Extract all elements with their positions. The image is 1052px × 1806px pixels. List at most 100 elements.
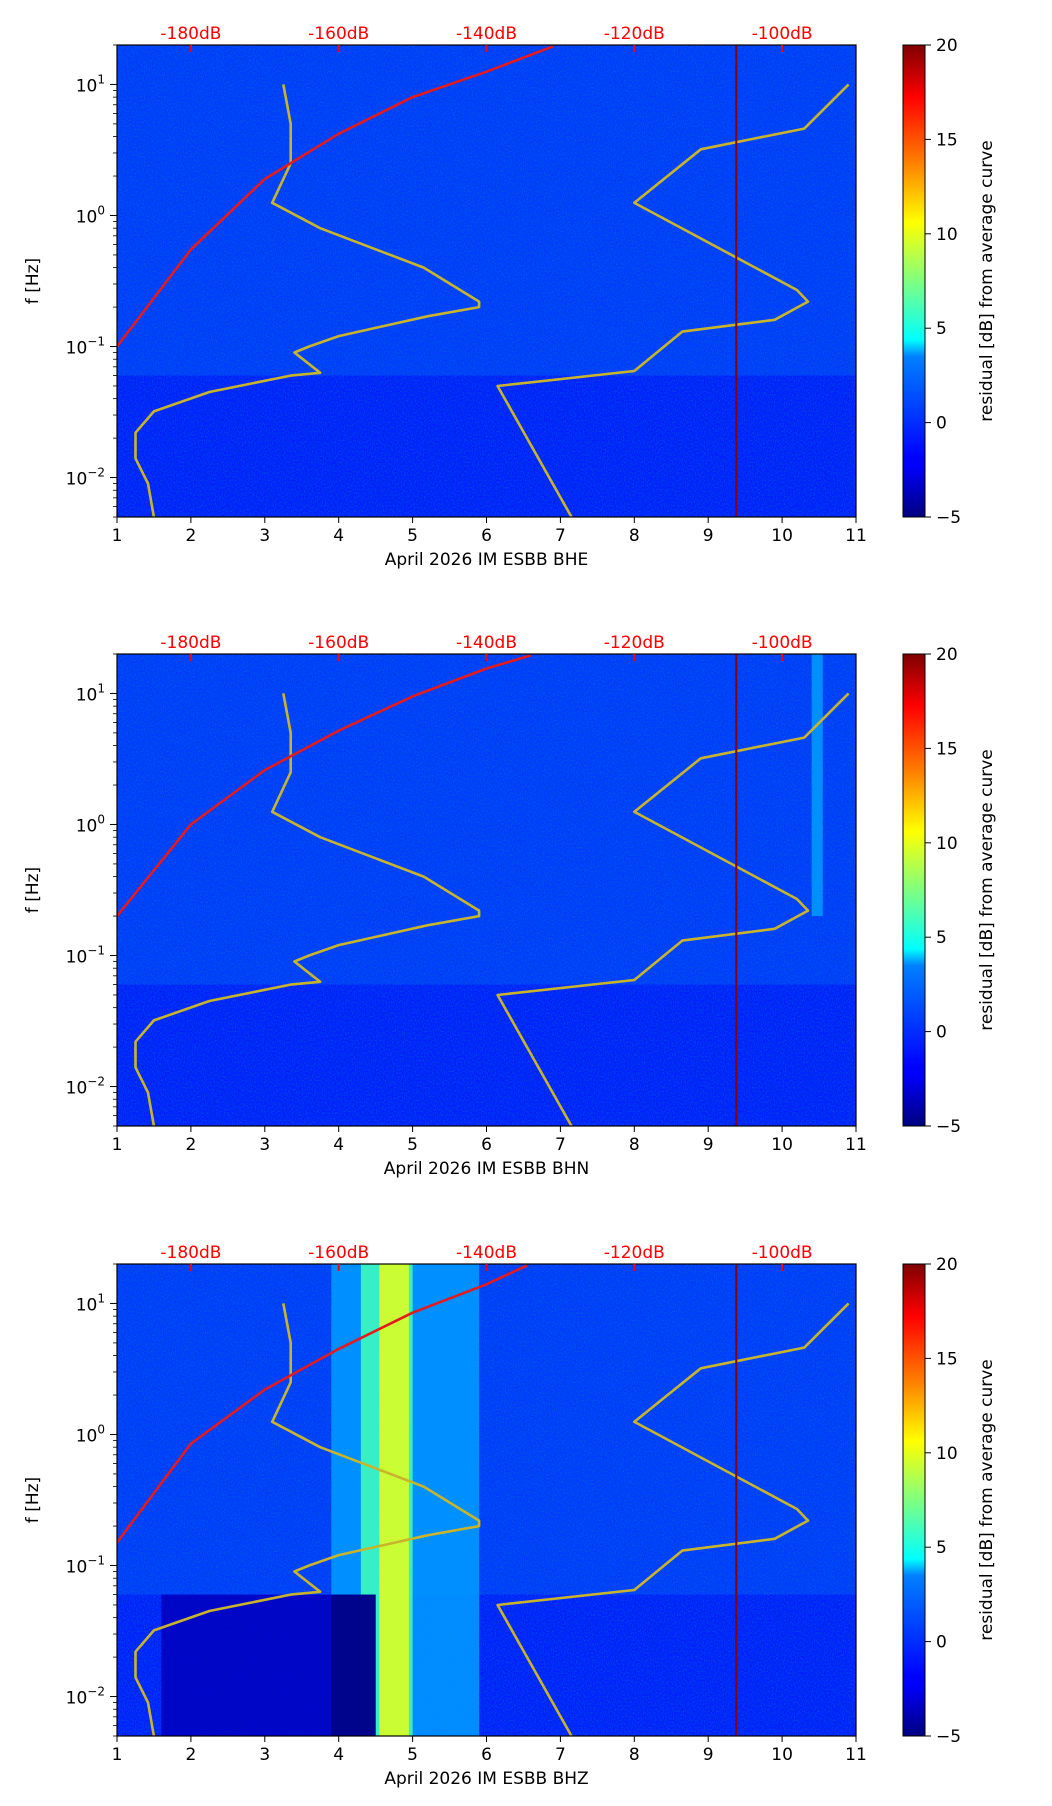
x-tick-label: 9 <box>703 1135 714 1155</box>
anomaly-band-2 <box>379 1264 409 1736</box>
x-tick-label: 7 <box>555 1745 566 1765</box>
colorbar-tick-label: 15 <box>936 130 958 150</box>
y-tick-label: 10−2 <box>66 1075 105 1099</box>
x-tick-label: 10 <box>771 1135 793 1155</box>
x-tick-label: 4 <box>333 526 344 546</box>
y-tick-label: 100 <box>76 203 105 227</box>
red-reference-curve <box>117 654 532 917</box>
colorbar-gradient <box>903 1264 925 1736</box>
y-tick-base: 10 <box>76 816 98 836</box>
x-tick-label: 9 <box>703 526 714 546</box>
y-tick-exponent: −1 <box>87 944 105 958</box>
y-tick-exponent: 0 <box>97 1422 105 1436</box>
y-tick-exponent: −2 <box>87 1685 105 1699</box>
y-axis-label: f [Hz] <box>23 1477 43 1523</box>
anomaly-band-0 <box>811 654 823 917</box>
top-axis-label: -180dB <box>160 24 221 44</box>
top-axis-label: -120dB <box>604 24 665 44</box>
colorbar-tick-label: 20 <box>936 1255 958 1275</box>
colorbar-tick-label: 15 <box>936 1349 958 1369</box>
y-tick-exponent: 1 <box>97 1291 105 1305</box>
colorbar-tick-label: −5 <box>936 1727 961 1747</box>
noise-low-model-line <box>134 693 481 1126</box>
colorbar-tick-label: 0 <box>936 1633 947 1653</box>
y-tick-label: 100 <box>76 812 105 836</box>
x-tick-label: 5 <box>407 1135 418 1155</box>
spectrogram-texture <box>117 45 856 517</box>
colorbar-label: residual [dB] from average curve <box>977 140 997 421</box>
y-tick-label: 10−1 <box>66 1554 105 1578</box>
x-tick-label: 10 <box>771 1745 793 1765</box>
x-tick-label: 9 <box>703 1745 714 1765</box>
x-tick-label: 7 <box>555 1135 566 1155</box>
y-tick-label: 101 <box>76 1291 105 1315</box>
y-tick-label: 10−2 <box>66 466 105 490</box>
x-tick-label: 2 <box>185 1745 196 1765</box>
red-reference-curve <box>117 1264 528 1544</box>
colorbar-tick-label: 10 <box>936 1444 958 1464</box>
x-tick-label: 8 <box>629 1745 640 1765</box>
top-axis-label: -120dB <box>604 633 665 653</box>
top-axis-label: -140dB <box>456 1243 517 1263</box>
y-tick-exponent: −2 <box>87 1075 105 1089</box>
top-axis-label: -140dB <box>456 24 517 44</box>
y-tick-base: 10 <box>66 1689 88 1709</box>
top-axis-label: -160dB <box>308 24 369 44</box>
colorbar-tick-label: 0 <box>936 414 947 434</box>
top-axis-label: -100dB <box>752 24 813 44</box>
plot-area <box>117 45 856 517</box>
x-tick-label: 6 <box>481 1135 492 1155</box>
noise-low-model-line <box>134 1303 481 1736</box>
y-tick-base: 10 <box>76 1426 98 1446</box>
colorbar-gradient <box>903 45 925 517</box>
x-tick-label: 6 <box>481 526 492 546</box>
red-reference-curve <box>117 45 554 348</box>
x-tick-label: 2 <box>185 1135 196 1155</box>
x-tick-label: 3 <box>259 526 270 546</box>
y-tick-base: 10 <box>76 207 98 227</box>
colorbar-tick-label: 20 <box>936 36 958 56</box>
x-tick-label: 5 <box>407 1745 418 1765</box>
anomaly-band-4 <box>331 1594 376 1736</box>
x-tick-label: 6 <box>481 1745 492 1765</box>
colorbar-label: residual [dB] from average curve <box>977 1359 997 1640</box>
x-tick-label: 1 <box>112 1135 123 1155</box>
x-tick-label: 8 <box>629 1135 640 1155</box>
colorbar-tick-label: 10 <box>936 225 958 245</box>
y-tick-base: 10 <box>66 1079 88 1099</box>
x-tick-label: 11 <box>845 1745 867 1765</box>
colorbar-tick-label: 20 <box>936 645 958 665</box>
y-tick-base: 10 <box>76 76 98 96</box>
x-tick-label: 5 <box>407 526 418 546</box>
y-tick-exponent: −1 <box>87 1554 105 1568</box>
colorbar-tick-label: 10 <box>936 834 958 854</box>
x-tick-label: 11 <box>845 526 867 546</box>
colorbar-gradient <box>903 654 925 1126</box>
colorbar-tick-label: 5 <box>936 928 947 948</box>
colorbar-tick-label: −5 <box>936 508 961 528</box>
x-tick-label: 10 <box>771 526 793 546</box>
colorbar-frame <box>902 1263 926 1737</box>
y-tick-label: 101 <box>76 72 105 96</box>
top-axis-label: -100dB <box>752 1243 813 1263</box>
colorbar-tick-label: 5 <box>936 319 947 339</box>
colorbar-tick-label: 5 <box>936 1538 947 1558</box>
noise-low-model-line <box>134 84 481 517</box>
y-tick-label: 10−1 <box>66 335 105 359</box>
x-axis-label: April 2026 IM ESBB BHN <box>384 1159 589 1179</box>
y-tick-exponent: −1 <box>87 335 105 349</box>
y-tick-exponent: 0 <box>97 203 105 217</box>
y-tick-base: 10 <box>66 339 88 359</box>
top-axis-label: -100dB <box>752 633 813 653</box>
x-tick-label: 4 <box>333 1135 344 1155</box>
x-tick-label: 4 <box>333 1745 344 1765</box>
colorbar-tick-label: 15 <box>936 739 958 759</box>
spectrogram-texture <box>117 654 856 1126</box>
y-tick-base: 10 <box>66 470 88 490</box>
y-axis-label: f [Hz] <box>23 258 43 304</box>
x-tick-label: 7 <box>555 526 566 546</box>
colorbar-tick-label: −5 <box>936 1117 961 1137</box>
colorbar-tick-label: 0 <box>936 1023 947 1043</box>
